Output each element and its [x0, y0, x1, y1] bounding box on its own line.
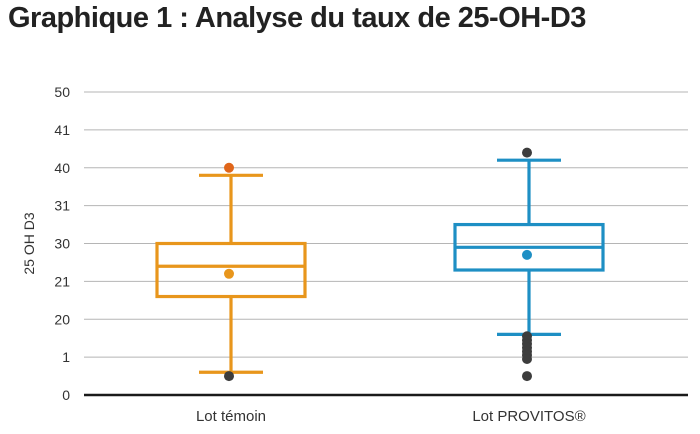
x-category-labels: Lot témoin Lot PROVITOS® — [196, 408, 586, 425]
y-tick-label: 20 — [54, 311, 70, 327]
outlier-point — [522, 371, 532, 382]
y-tick-label: 0 — [62, 387, 70, 403]
y-tick-label: 40 — [54, 160, 70, 176]
gridlines — [84, 91, 688, 397]
iqr-box — [155, 241, 307, 299]
y-tick-label: 50 — [54, 84, 70, 100]
mean-point — [522, 249, 532, 260]
box-plot-1 — [155, 162, 307, 382]
mean-point — [224, 268, 234, 279]
y-tick-label: 41 — [54, 122, 70, 138]
y-tick-label: 1 — [62, 349, 70, 365]
chart-title: Graphique 1 : Analyse du taux de 25-OH-D… — [8, 2, 586, 34]
y-tick-label: 31 — [54, 198, 70, 214]
x-category-label: Lot PROVITOS® — [472, 408, 585, 425]
y-tick-labels: 0 1 20 21 30 31 40 41 50 — [54, 84, 70, 403]
outlier-point — [522, 354, 532, 365]
outlier-point — [224, 162, 234, 173]
box-plots — [155, 147, 605, 382]
y-tick-label: 30 — [54, 236, 70, 252]
y-tick-label: 21 — [54, 273, 70, 289]
y-axis-title: 25 OH D3 — [21, 212, 37, 274]
x-category-label: Lot témoin — [196, 408, 266, 425]
outlier-point — [522, 147, 532, 158]
box-plot-2 — [453, 147, 605, 382]
outlier-point — [224, 371, 234, 382]
